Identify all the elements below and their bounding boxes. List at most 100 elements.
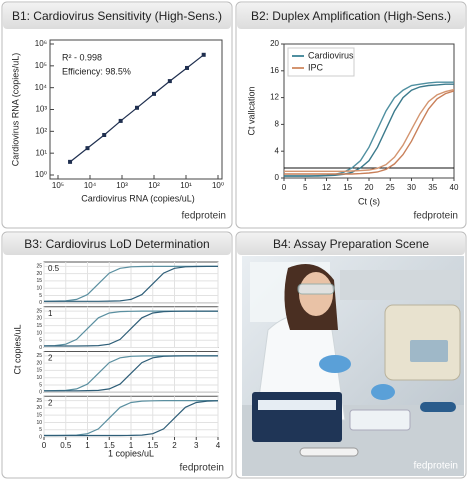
subplot-label: 2 <box>48 354 53 363</box>
tube-rack <box>349 409 411 431</box>
title-bar <box>3 3 231 29</box>
y-tick-label: 10⁶ <box>35 39 47 48</box>
legend-label: IPC <box>308 62 324 72</box>
point <box>102 132 107 137</box>
point <box>185 65 190 70</box>
legend-box <box>287 47 355 77</box>
pipette <box>420 402 456 412</box>
y-tick-label: 15 <box>36 278 42 284</box>
title-bar <box>237 233 465 255</box>
series-line <box>44 400 219 437</box>
title-bar <box>237 3 465 29</box>
goggles <box>297 283 335 295</box>
x-tick-label: 10² <box>148 181 160 190</box>
y-tick-label: 5 <box>39 338 42 344</box>
y-tick-label: 20 <box>36 360 42 366</box>
y-tick-label: 20 <box>36 316 42 322</box>
y-tick-label: 25 <box>36 264 42 270</box>
y-tick-label: 16 <box>270 66 279 75</box>
y-tick-label: 10 <box>36 330 42 336</box>
series-line <box>284 90 455 175</box>
x-tick-label: 30 <box>407 183 416 192</box>
subplot-label: 0.5 <box>48 264 60 273</box>
subplot-label: 1 <box>48 309 53 318</box>
y-tick-label: 15 <box>36 368 42 374</box>
photo <box>242 256 464 476</box>
title-bar <box>3 233 231 255</box>
panel-title: B3: Cardiovirus LoD Determination <box>24 237 209 251</box>
y-tick-label: 10³ <box>35 105 47 114</box>
y-tick-label: 0 <box>39 434 42 440</box>
series-line <box>44 355 218 392</box>
y-tick-label: 5 <box>39 427 42 433</box>
x-tick-label: 2 <box>172 441 177 450</box>
annotation: R² - 0.998 <box>62 52 102 62</box>
x-axis-label: 1 copies/uL <box>108 448 154 458</box>
watermark: fedprotein <box>182 211 226 222</box>
x-tick-label: 5 <box>303 183 308 192</box>
x-tick-label: 10⁴ <box>84 181 97 190</box>
y-tick-label: 10¹ <box>35 148 47 157</box>
panel <box>235 1 467 229</box>
y-tick-label: 10 <box>36 420 42 426</box>
y-tick-label: 25 <box>36 398 42 404</box>
y-tick-label: 0 <box>39 300 42 306</box>
x-tick-label: 10⁵ <box>52 181 64 190</box>
glove <box>319 355 351 373</box>
y-tick-label: 10⁵ <box>35 61 47 70</box>
panel <box>1 1 233 229</box>
series-line <box>284 83 454 177</box>
x-tick-label: 0 <box>282 183 287 192</box>
y-tick-label: 15 <box>36 412 42 418</box>
y-tick-label: 10² <box>35 126 47 135</box>
x-tick-label: 15 <box>343 183 352 192</box>
y-tick-label: 20 <box>36 271 42 277</box>
series-line <box>44 265 218 302</box>
point <box>118 118 123 123</box>
x-tick-label: 1 <box>129 441 134 450</box>
y-axis-label: Ct copies/uL <box>12 324 22 374</box>
y-tick-label: 10 <box>36 286 42 292</box>
panel-title: B4: Assay Preparation Scene <box>273 237 429 251</box>
point <box>68 159 73 164</box>
x-tick-label: 0.5 <box>60 441 72 450</box>
y-tick-label: 0 <box>275 173 280 182</box>
y-tick-label: 15 <box>36 323 42 329</box>
watermark: fedprotein <box>414 461 458 472</box>
x-tick-label: 20 <box>365 183 374 192</box>
instrument-screen <box>410 340 448 362</box>
watermark: fedprotein <box>414 211 458 222</box>
y-tick-label: 10 <box>36 375 42 381</box>
series-line <box>44 310 218 347</box>
y-axis-label: Ct vallcation <box>246 86 256 135</box>
x-tick-label: 10⁰ <box>212 181 224 190</box>
glove <box>371 384 395 400</box>
panel-title: B1: Cardiovirus Sensitivity (High-Sens.) <box>12 9 222 23</box>
y-tick-label: 25 <box>36 353 42 359</box>
x-tick-label: 1.5 <box>147 441 159 450</box>
shelf <box>340 270 460 300</box>
y-tick-label: 20 <box>270 39 279 48</box>
y-tick-label: 10⁴ <box>35 83 48 92</box>
x-tick-label: 25 <box>386 183 395 192</box>
x-tick-label: 1.5 <box>104 441 116 450</box>
y-tick-label: 0 <box>39 345 42 351</box>
x-axis-label: Ct (s) <box>358 196 380 206</box>
y-tick-label: 0 <box>39 390 42 396</box>
y-tick-label: 8 <box>275 120 280 129</box>
legend-label: Cardiovirus <box>308 50 354 60</box>
point <box>152 91 156 96</box>
y-axis-label: Cardiovirus RNA (copies/uL) <box>10 53 20 167</box>
y-tick-label: 12 <box>270 93 279 102</box>
x-tick-label: 10¹ <box>180 181 192 190</box>
watermark: fedprotein <box>180 463 224 474</box>
y-tick-label: 4 <box>275 146 280 155</box>
y-tick-label: 5 <box>39 382 42 388</box>
y-tick-label: 5 <box>39 293 42 299</box>
kit-label <box>258 400 336 410</box>
x-tick-label: 1 <box>85 441 90 450</box>
point <box>167 79 172 84</box>
point <box>134 105 139 110</box>
